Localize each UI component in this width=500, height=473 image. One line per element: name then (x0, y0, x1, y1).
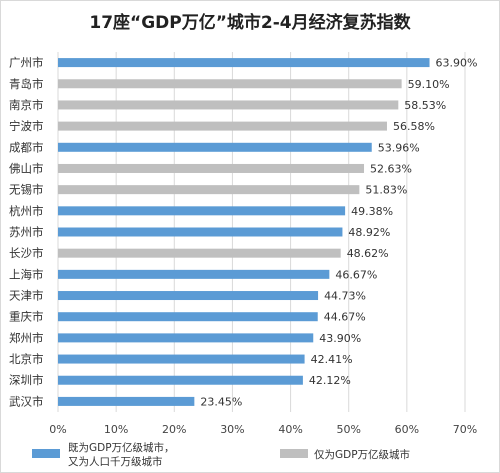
chart-title: 17座“GDP万亿”城市2-4月经济复苏指数 (89, 12, 411, 33)
category-label: 成都市 (9, 140, 44, 154)
value-label: 44.73% (324, 290, 366, 303)
legend-label: 既为GDP万亿级城市， (68, 441, 175, 454)
value-label: 23.45% (200, 395, 242, 408)
category-label: 广州市 (9, 56, 44, 70)
bar (58, 269, 330, 279)
category-label: 青岛市 (9, 77, 44, 91)
category-label: 宁波市 (9, 119, 44, 133)
bar (58, 375, 303, 385)
bar (58, 312, 318, 322)
category-label: 重庆市 (9, 310, 44, 324)
legend-swatch (280, 449, 308, 458)
category-label: 深圳市 (9, 373, 44, 387)
legend-label: 仅为GDP万亿级城市 (314, 448, 410, 461)
bar (58, 354, 305, 364)
value-label: 53.96% (378, 141, 420, 154)
category-label: 天津市 (9, 289, 44, 303)
x-tick-label: 10% (104, 423, 128, 436)
bar (58, 79, 402, 89)
value-label: 46.67% (335, 268, 377, 281)
legend: 既为GDP万亿级城市，又为人口千万级城市 仅为GDP万亿级城市 (32, 441, 410, 468)
bars (58, 58, 430, 406)
bar (58, 121, 387, 131)
bar (58, 248, 341, 258)
x-tick-label: 50% (336, 423, 360, 436)
bar (58, 291, 319, 301)
bar (58, 100, 399, 110)
value-label: 49.38% (351, 205, 393, 218)
bar (58, 206, 346, 216)
category-label: 佛山市 (9, 161, 44, 175)
value-label: 59.10% (408, 78, 450, 91)
bar (58, 396, 195, 406)
value-label: 44.67% (324, 311, 366, 324)
category-label: 杭州市 (9, 204, 44, 218)
category-label: 武汉市 (9, 394, 44, 408)
bar (58, 185, 360, 195)
value-label: 56.58% (393, 120, 435, 133)
value-label: 63.90% (436, 57, 478, 70)
value-label: 51.83% (365, 184, 407, 197)
value-label: 52.63% (370, 162, 412, 175)
value-labels: 63.90% 59.10% 58.53% 56.58% 53.96% 52.63% 51.8… (200, 57, 477, 409)
value-label: 58.53% (404, 99, 446, 112)
bar (58, 227, 343, 237)
category-label: 苏州市 (9, 225, 44, 239)
x-tick-label: 30% (220, 423, 244, 436)
value-label: 42.12% (309, 374, 351, 387)
category-label: 北京市 (9, 352, 44, 366)
x-tick-label: 40% (278, 423, 302, 436)
x-tick-labels: 0% 10% 20% 30% 40% 50% 60% 70% (49, 423, 477, 436)
bar (58, 142, 372, 152)
bar (58, 163, 365, 173)
x-tick-label: 20% (162, 423, 186, 436)
legend-swatch (32, 449, 60, 458)
category-label: 上海市 (9, 267, 44, 281)
value-label: 43.90% (319, 332, 361, 345)
legend-label: 又为人口千万级城市 (68, 455, 163, 468)
category-label: 长沙市 (9, 246, 44, 260)
category-label: 南京市 (9, 98, 44, 112)
bar (58, 333, 314, 343)
bar (58, 58, 430, 68)
x-tick-label: 60% (395, 423, 419, 436)
x-tick-label: 70% (453, 423, 477, 436)
value-label: 48.92% (348, 226, 390, 239)
value-label: 42.41% (311, 353, 353, 366)
x-tick-label: 0% (49, 423, 66, 436)
value-label: 48.62% (347, 247, 389, 260)
category-label: 无锡市 (9, 183, 44, 197)
category-labels: 广州市青岛市南京市宁波市成都市佛山市无锡市杭州市苏州市长沙市上海市天津市重庆市郑… (9, 56, 44, 409)
category-label: 郑州市 (9, 331, 44, 345)
